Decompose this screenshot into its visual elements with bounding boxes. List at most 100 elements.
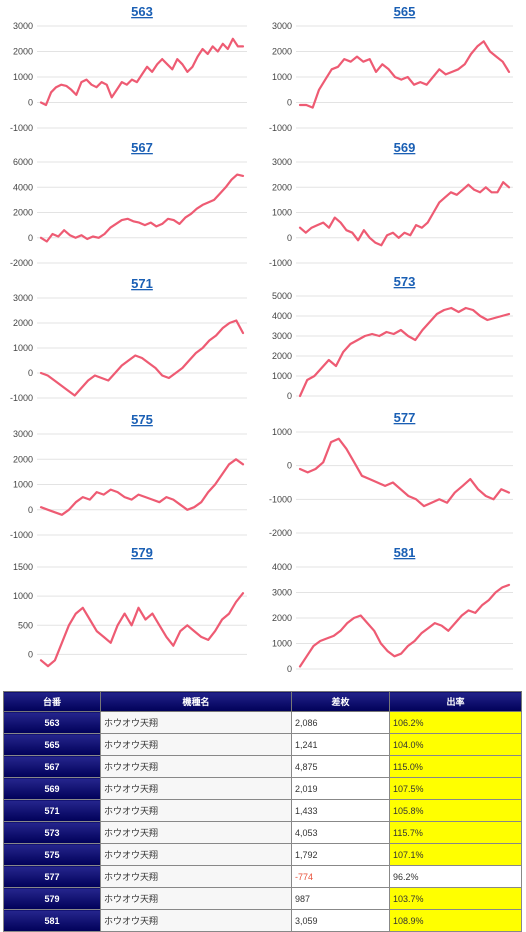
machine-number-cell: 565 [3, 733, 101, 756]
series-line [298, 583, 511, 668]
y-tick-label: 500 [18, 620, 33, 630]
y-tick-label: 1000 [272, 639, 292, 649]
y-tick-label: -1000 [269, 123, 292, 133]
y-tick-label: 0 [28, 233, 33, 243]
y-tick-label: 3000 [13, 21, 33, 31]
difference-cell: 1,241 [291, 733, 390, 756]
y-tick-label: 1000 [13, 480, 33, 490]
header-payout-rate[interactable]: 出率 [389, 691, 522, 712]
chart-title-link[interactable]: 565 [394, 4, 416, 19]
y-tick-label: 4000 [272, 311, 292, 321]
y-tick-label: -1000 [10, 123, 33, 133]
y-tick-label: 2000 [13, 454, 33, 464]
difference-cell: -774 [291, 865, 390, 888]
y-tick-label: -1000 [10, 530, 33, 540]
y-tick-label: 0 [287, 98, 292, 108]
machine-charts: 563 3000 2000 1000 0 -1000 565 3000 2000 1000 0 -10… [10, 4, 513, 680]
y-tick-label: 3000 [272, 588, 292, 598]
table-row: 571 ホウオウ天翔 1,433 105.8% [3, 799, 522, 822]
machine-number-cell: 577 [3, 865, 101, 888]
y-tick-label: 0 [28, 505, 33, 515]
y-tick-label: -2000 [269, 528, 292, 538]
y-tick-label: 2000 [272, 351, 292, 361]
chart-581: 581 4000 3000 2000 1000 0 [272, 545, 513, 674]
chart-title-link[interactable]: 569 [394, 140, 416, 155]
series-line [39, 458, 245, 516]
difference-cell: 987 [291, 887, 390, 910]
y-tick-label: 2000 [13, 318, 33, 328]
y-tick-label: 2000 [272, 47, 292, 57]
series-line [298, 306, 511, 398]
table-header-row: 台番 機種名 差枚 出率 [3, 691, 522, 712]
chart-577: 577 1000 0 -1000 -2000 [269, 410, 513, 538]
chart-title-link[interactable]: 579 [131, 545, 153, 560]
payout-rate-cell: 103.7% [389, 887, 522, 910]
y-tick-label: 5000 [272, 291, 292, 301]
payout-rate-cell: 107.5% [389, 777, 522, 800]
y-tick-label: 1000 [272, 72, 292, 82]
chart-579: 579 1500 1000 500 0 -500 [13, 545, 247, 680]
y-tick-label: 2000 [272, 613, 292, 623]
difference-cell: 3,059 [291, 909, 390, 932]
machine-number-cell: 579 [3, 887, 101, 910]
payout-rate-cell: 108.9% [389, 909, 522, 932]
chart-567: 567 6000 4000 2000 0 -2000 [10, 140, 247, 268]
series-line [39, 592, 245, 668]
chart-569: 569 3000 2000 1000 0 -1000 [269, 140, 513, 268]
chart-title-link[interactable]: 573 [394, 274, 416, 289]
difference-cell: 2,086 [291, 711, 390, 734]
y-tick-label: 3000 [13, 429, 33, 439]
chart-title-link[interactable]: 567 [131, 140, 153, 155]
y-tick-label: 1000 [13, 591, 33, 601]
machine-name-cell: ホウオウ天翔 [100, 755, 292, 778]
y-tick-label: 0 [28, 649, 33, 659]
table-row: 567 ホウオウ天翔 4,875 115.0% [3, 755, 522, 778]
payout-rate-cell: 105.8% [389, 799, 522, 822]
series-line [39, 37, 245, 107]
header-machine-name[interactable]: 機種名 [100, 691, 292, 712]
y-tick-label: 0 [287, 391, 292, 401]
y-tick-label: 3000 [272, 331, 292, 341]
difference-cell: 1,433 [291, 799, 390, 822]
machine-name-cell: ホウオウ天翔 [100, 909, 292, 932]
machine-number-cell: 575 [3, 843, 101, 866]
machine-number-cell: 581 [3, 909, 101, 932]
y-tick-label: 0 [287, 664, 292, 674]
chart-title-link[interactable]: 571 [131, 276, 153, 291]
y-tick-label: 2000 [272, 182, 292, 192]
y-tick-label: 1000 [272, 208, 292, 218]
y-tick-label: 4000 [272, 562, 292, 572]
machine-number-cell: 563 [3, 711, 101, 734]
y-tick-label: 2000 [13, 208, 33, 218]
chart-title-link[interactable]: 581 [394, 545, 416, 560]
machine-name-cell: ホウオウ天翔 [100, 887, 292, 910]
y-tick-label: 1000 [13, 343, 33, 353]
y-tick-label: 3000 [272, 157, 292, 167]
header-machine-number[interactable]: 台番 [3, 691, 101, 712]
y-tick-label: 3000 [272, 21, 292, 31]
table-row: 569 ホウオウ天翔 2,019 107.5% [3, 777, 522, 800]
chart-title-link[interactable]: 575 [131, 412, 153, 427]
y-tick-label: 1000 [272, 371, 292, 381]
header-difference[interactable]: 差枚 [291, 691, 390, 712]
y-tick-label: 0 [287, 461, 292, 471]
machine-number-cell: 571 [3, 799, 101, 822]
payout-rate-cell: 107.1% [389, 843, 522, 866]
machine-name-cell: ホウオウ天翔 [100, 821, 292, 844]
chart-title-link[interactable]: 563 [131, 4, 153, 19]
table-row: 565 ホウオウ天翔 1,241 104.0% [3, 733, 522, 756]
y-tick-label: 1000 [272, 427, 292, 437]
y-tick-label: 3000 [13, 293, 33, 303]
chart-571: 571 3000 2000 1000 0 -1000 [10, 276, 247, 403]
table-row: 575 ホウオウ天翔 1,792 107.1% [3, 843, 522, 866]
series-line [298, 40, 511, 109]
machine-name-cell: ホウオウ天翔 [100, 777, 292, 800]
chart-575: 575 3000 2000 1000 0 -1000 [10, 412, 247, 540]
y-tick-label: -500 [15, 679, 33, 680]
machine-name-cell: ホウオウ天翔 [100, 843, 292, 866]
table-row: 577 ホウオウ天翔 -774 96.2% [3, 865, 522, 888]
machine-name-cell: ホウオウ天翔 [100, 733, 292, 756]
chart-title-link[interactable]: 577 [394, 410, 416, 425]
chart-565: 565 3000 2000 1000 0 -1000 [269, 4, 513, 133]
difference-cell: 1,792 [291, 843, 390, 866]
